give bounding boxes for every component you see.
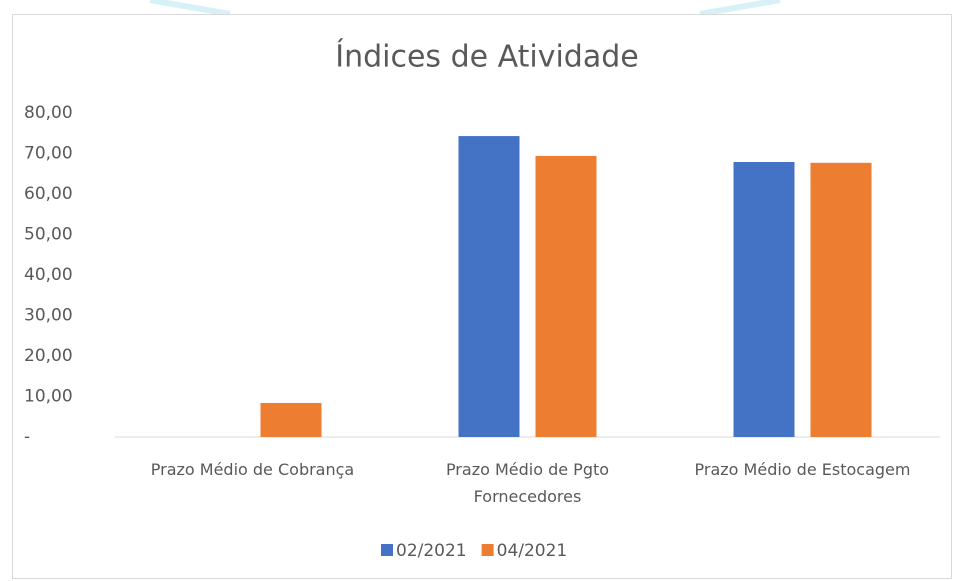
y-tick-label: 10,00 (24, 387, 73, 407)
bar (733, 162, 795, 437)
y-tick-label: 20,00 (24, 346, 73, 366)
y-tick-label: 30,00 (24, 306, 73, 326)
y-tick-label: 70,00 (24, 144, 73, 164)
legend-swatch (381, 544, 393, 556)
x-tick-label: Prazo Médio de Cobrança (150, 460, 355, 479)
x-tick-label: Prazo Médio de Pgto Fornecedores (445, 460, 610, 506)
bar (535, 155, 597, 437)
y-tick-label: - (24, 427, 30, 447)
bar (260, 402, 322, 437)
bar (810, 162, 872, 437)
y-tick-label: 50,00 (24, 225, 73, 245)
y-tick-label: 80,00 (24, 103, 73, 123)
bar (458, 136, 520, 437)
legend-label: 04/2021 (497, 541, 568, 561)
y-tick-label: 60,00 (24, 184, 73, 204)
y-tick-label: 40,00 (24, 265, 73, 285)
chart-title: Índices de Atividade (335, 39, 639, 75)
decor (149, 0, 781, 17)
legend-label: 02/2021 (396, 541, 467, 561)
legend-swatch (481, 544, 494, 556)
x-tick-label: Prazo Médio de Estocagem (694, 460, 911, 479)
